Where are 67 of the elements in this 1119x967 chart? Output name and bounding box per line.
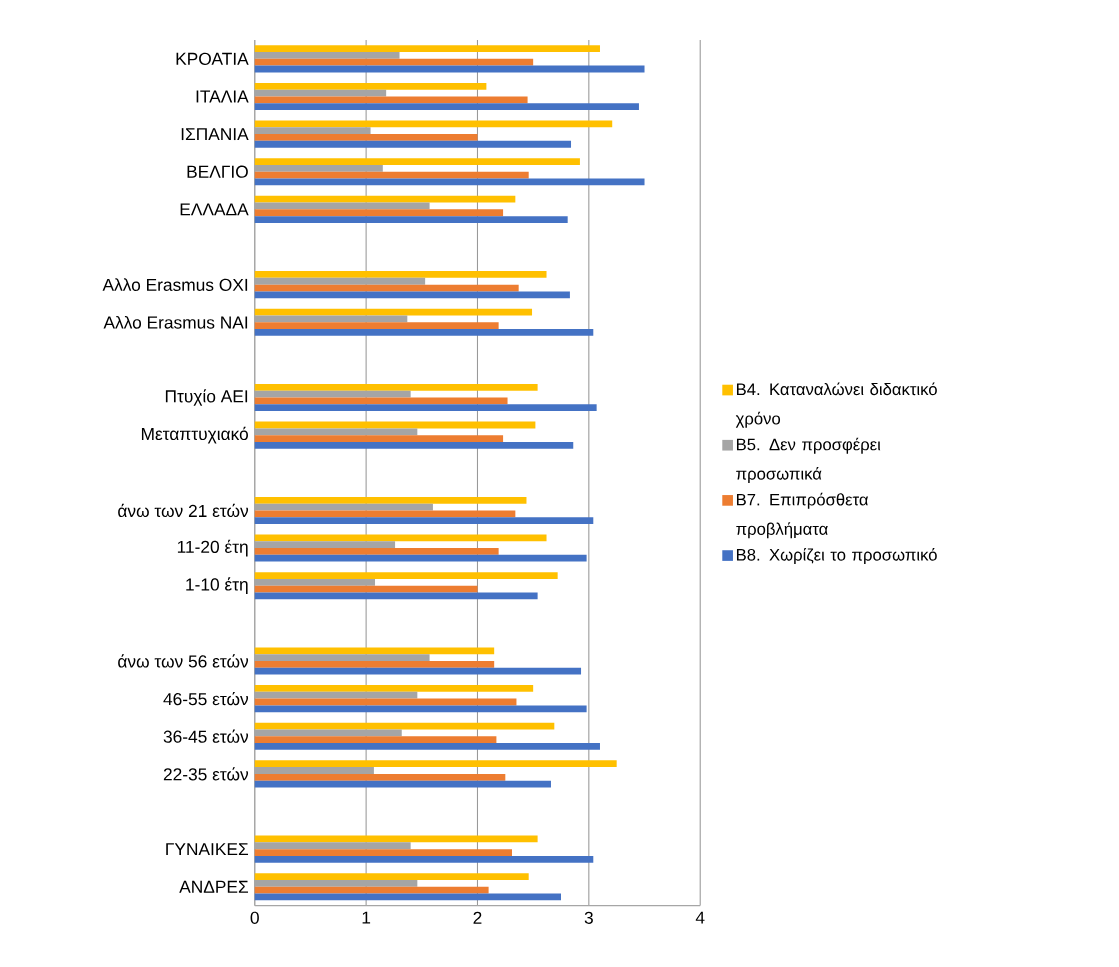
bar (254, 291, 570, 299)
y-tick-label: ΚΡΟΑΤΙΑ (176, 52, 249, 65)
bar (254, 329, 594, 336)
x-tick-label: 1 (362, 911, 371, 924)
bar (254, 661, 495, 668)
bar (254, 572, 558, 579)
legend-label: B7. Επιπρόσθετα προβλήματα (736, 492, 869, 539)
bar (254, 322, 499, 330)
bar (254, 736, 497, 744)
bar (254, 216, 568, 223)
y-tick-label: 46-55 ετών (163, 692, 249, 706)
bar (254, 195, 516, 203)
y-tick-label: Αλλο Erasmus ΟΧΙ (102, 278, 248, 292)
y-tick-label: ΒΕΛΓΙΟ (187, 165, 248, 178)
bar (254, 435, 504, 442)
bar (254, 496, 527, 504)
bar (254, 592, 538, 600)
x-tick-label: 2 (473, 911, 482, 924)
x-tick-label: 4 (695, 911, 705, 924)
x-tick-label: 3 (584, 911, 593, 924)
legend-label: B4. Καταναλώνει διδακτικό χρόνο (735, 382, 937, 428)
y-tick-label: Πτυχίο ΑΕΙ (165, 389, 248, 406)
bar (254, 58, 534, 66)
bar (254, 760, 617, 768)
legend-label: B8. Χωρίζει το προσωπικό (736, 548, 937, 565)
bar (254, 647, 495, 655)
y-tick-label: 11-20 έτη (177, 539, 248, 557)
y-tick-label: άνω των 21 ετών (118, 503, 249, 518)
bar (254, 404, 597, 412)
y-tick-label: 22-35 ετών (163, 767, 249, 781)
bar (254, 82, 487, 90)
y-tick-label: ΑΝΔΡΕΣ (179, 880, 249, 893)
bar (254, 441, 574, 449)
bar (254, 667, 582, 675)
y-tick-label: 36-45 ετών (163, 729, 249, 743)
bar (254, 849, 512, 856)
bar (254, 855, 594, 863)
bar (254, 517, 594, 525)
bar (254, 743, 600, 750)
bar (254, 548, 499, 555)
bar (254, 158, 580, 165)
bar (254, 554, 587, 562)
bar (254, 873, 529, 881)
bar (254, 171, 529, 179)
x-tick-label: 0 (250, 911, 259, 924)
y-tick-label: Αλλο Erasmus ΝΑΙ (103, 315, 248, 329)
bar (254, 510, 516, 518)
bar (254, 103, 639, 111)
y-tick-label: ΙΣΠΑΝΙΑ (181, 128, 249, 141)
y-tick-label: άνω των 56 ετών (118, 654, 249, 668)
bar (254, 773, 506, 781)
bar (254, 96, 528, 104)
bar (254, 134, 478, 141)
bar (254, 886, 489, 894)
bar (254, 209, 504, 217)
y-tick-label: ΙΤΑΛΙΑ (196, 90, 249, 103)
y-tick-label: ΕΛΛΑΔΑ (180, 203, 249, 216)
bar (254, 45, 600, 53)
legend-label: B5. Δεν προσφέρει προσωπικά (736, 437, 881, 484)
bar (254, 271, 547, 278)
y-tick-label: ΓΥΝΑΙΚΕΣ (166, 843, 249, 856)
bar (254, 705, 587, 713)
y-tick-label: 1-10 έτη (186, 577, 248, 595)
y-tick-label: Μεταπτυχιακό (141, 426, 248, 444)
bar (254, 685, 534, 692)
bar (254, 384, 538, 391)
bar (254, 140, 572, 148)
